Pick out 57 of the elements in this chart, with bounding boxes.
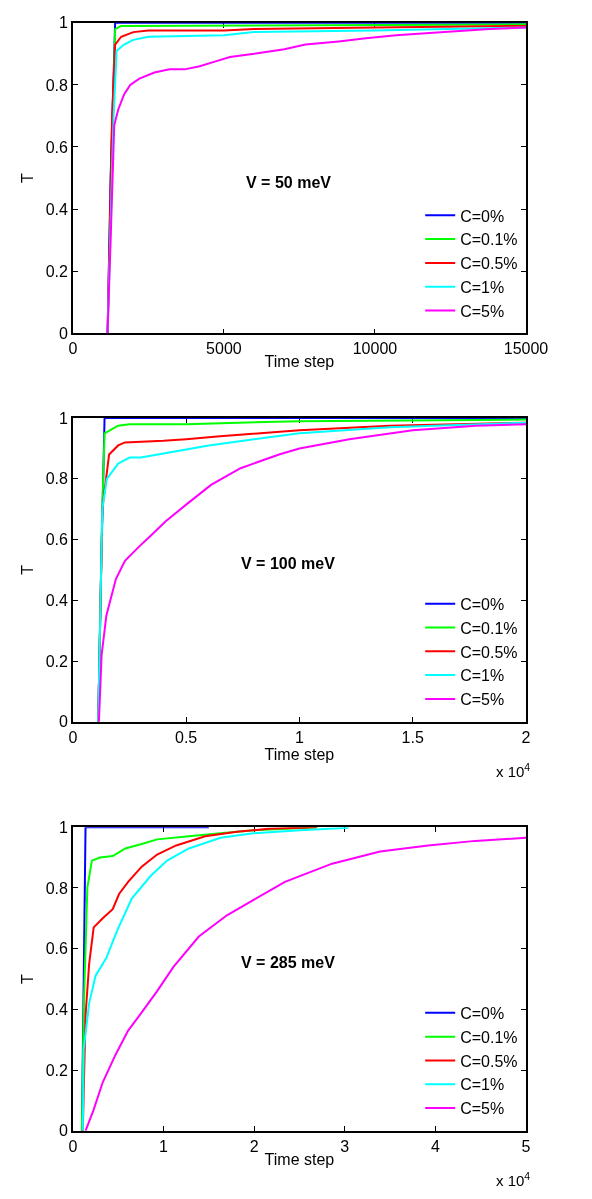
- legend-label: C=0%: [460, 1005, 505, 1023]
- y-tick-label: 0.4: [45, 200, 68, 218]
- legend-label: C=0.5%: [460, 643, 518, 661]
- line-series: [84, 836, 527, 1131]
- legend-label: C=0.1%: [460, 1028, 518, 1046]
- x-axis-title: Time step: [264, 745, 335, 763]
- legend-label: C=1%: [460, 1076, 505, 1094]
- legend-label: C=5%: [460, 302, 505, 320]
- y-tick-label: 0.2: [45, 1061, 68, 1079]
- x-tick-label: 1.5: [401, 728, 424, 746]
- y-axis-title: T: [19, 564, 37, 575]
- legend-label: C=0.5%: [460, 255, 518, 273]
- x-tick-label: 3: [340, 1137, 350, 1155]
- x-tick-label: 10000: [352, 340, 398, 358]
- y-tick-label: 0.2: [45, 652, 68, 670]
- y-tick-label: 0.8: [45, 879, 68, 897]
- y-tick-label: 0.8: [45, 470, 68, 488]
- y-tick-label: 0: [58, 324, 68, 342]
- y-tick-label: 0.4: [45, 591, 68, 609]
- y-tick-label: 1: [58, 14, 68, 32]
- annotation: V = 50 meV: [246, 174, 332, 191]
- annotation: V = 285 meV: [241, 954, 336, 971]
- x-tick-label: 4: [430, 1137, 440, 1155]
- legend-label: C=1%: [460, 278, 505, 296]
- x-tick-label: 2: [521, 728, 531, 746]
- text: x 10$^{4}$: [496, 761, 531, 781]
- y-axis-title: T: [19, 172, 37, 183]
- legend-label: C=0.1%: [460, 231, 518, 249]
- legend-label: C=0%: [460, 207, 505, 225]
- x-tick-label: 1: [294, 728, 304, 746]
- y-tick-label: 1: [58, 409, 68, 427]
- x-axis-title: Time step: [264, 353, 335, 371]
- text: x 10$^{4}$: [496, 1170, 531, 1190]
- y-tick-label: 0: [58, 713, 68, 731]
- x-tick-label: 5000: [206, 340, 242, 358]
- x-axis-title: Time step: [264, 1151, 335, 1168]
- legend-label: C=5%: [460, 691, 505, 709]
- legend-label: C=0%: [460, 595, 505, 613]
- y-tick-label: 0: [58, 1122, 68, 1140]
- y-tick-label: 0.2: [45, 262, 68, 280]
- legend-label: C=5%: [460, 1100, 505, 1118]
- y-tick-label: 0.4: [45, 1001, 68, 1018]
- legend-label: C=0.1%: [460, 619, 518, 637]
- x-tick-label: 1: [159, 1137, 169, 1155]
- annotation: V = 100 meV: [241, 555, 336, 572]
- y-axis-title: T: [19, 973, 37, 984]
- y-tick-label: 1: [58, 818, 68, 836]
- legend-label: C=0.5%: [460, 1052, 518, 1070]
- legend-label: C=1%: [460, 667, 505, 685]
- y-tick-label: 0.8: [45, 76, 68, 94]
- x-tick-label: 15000: [503, 340, 549, 358]
- y-tick-label: 0.6: [45, 940, 68, 958]
- x-tick-label: 0.5: [175, 728, 198, 746]
- y-tick-label: 0.6: [45, 138, 68, 156]
- x-tick-label: 5: [521, 1137, 531, 1155]
- x-tick-label: 2: [249, 1137, 259, 1155]
- y-tick-label: 0.6: [45, 531, 68, 549]
